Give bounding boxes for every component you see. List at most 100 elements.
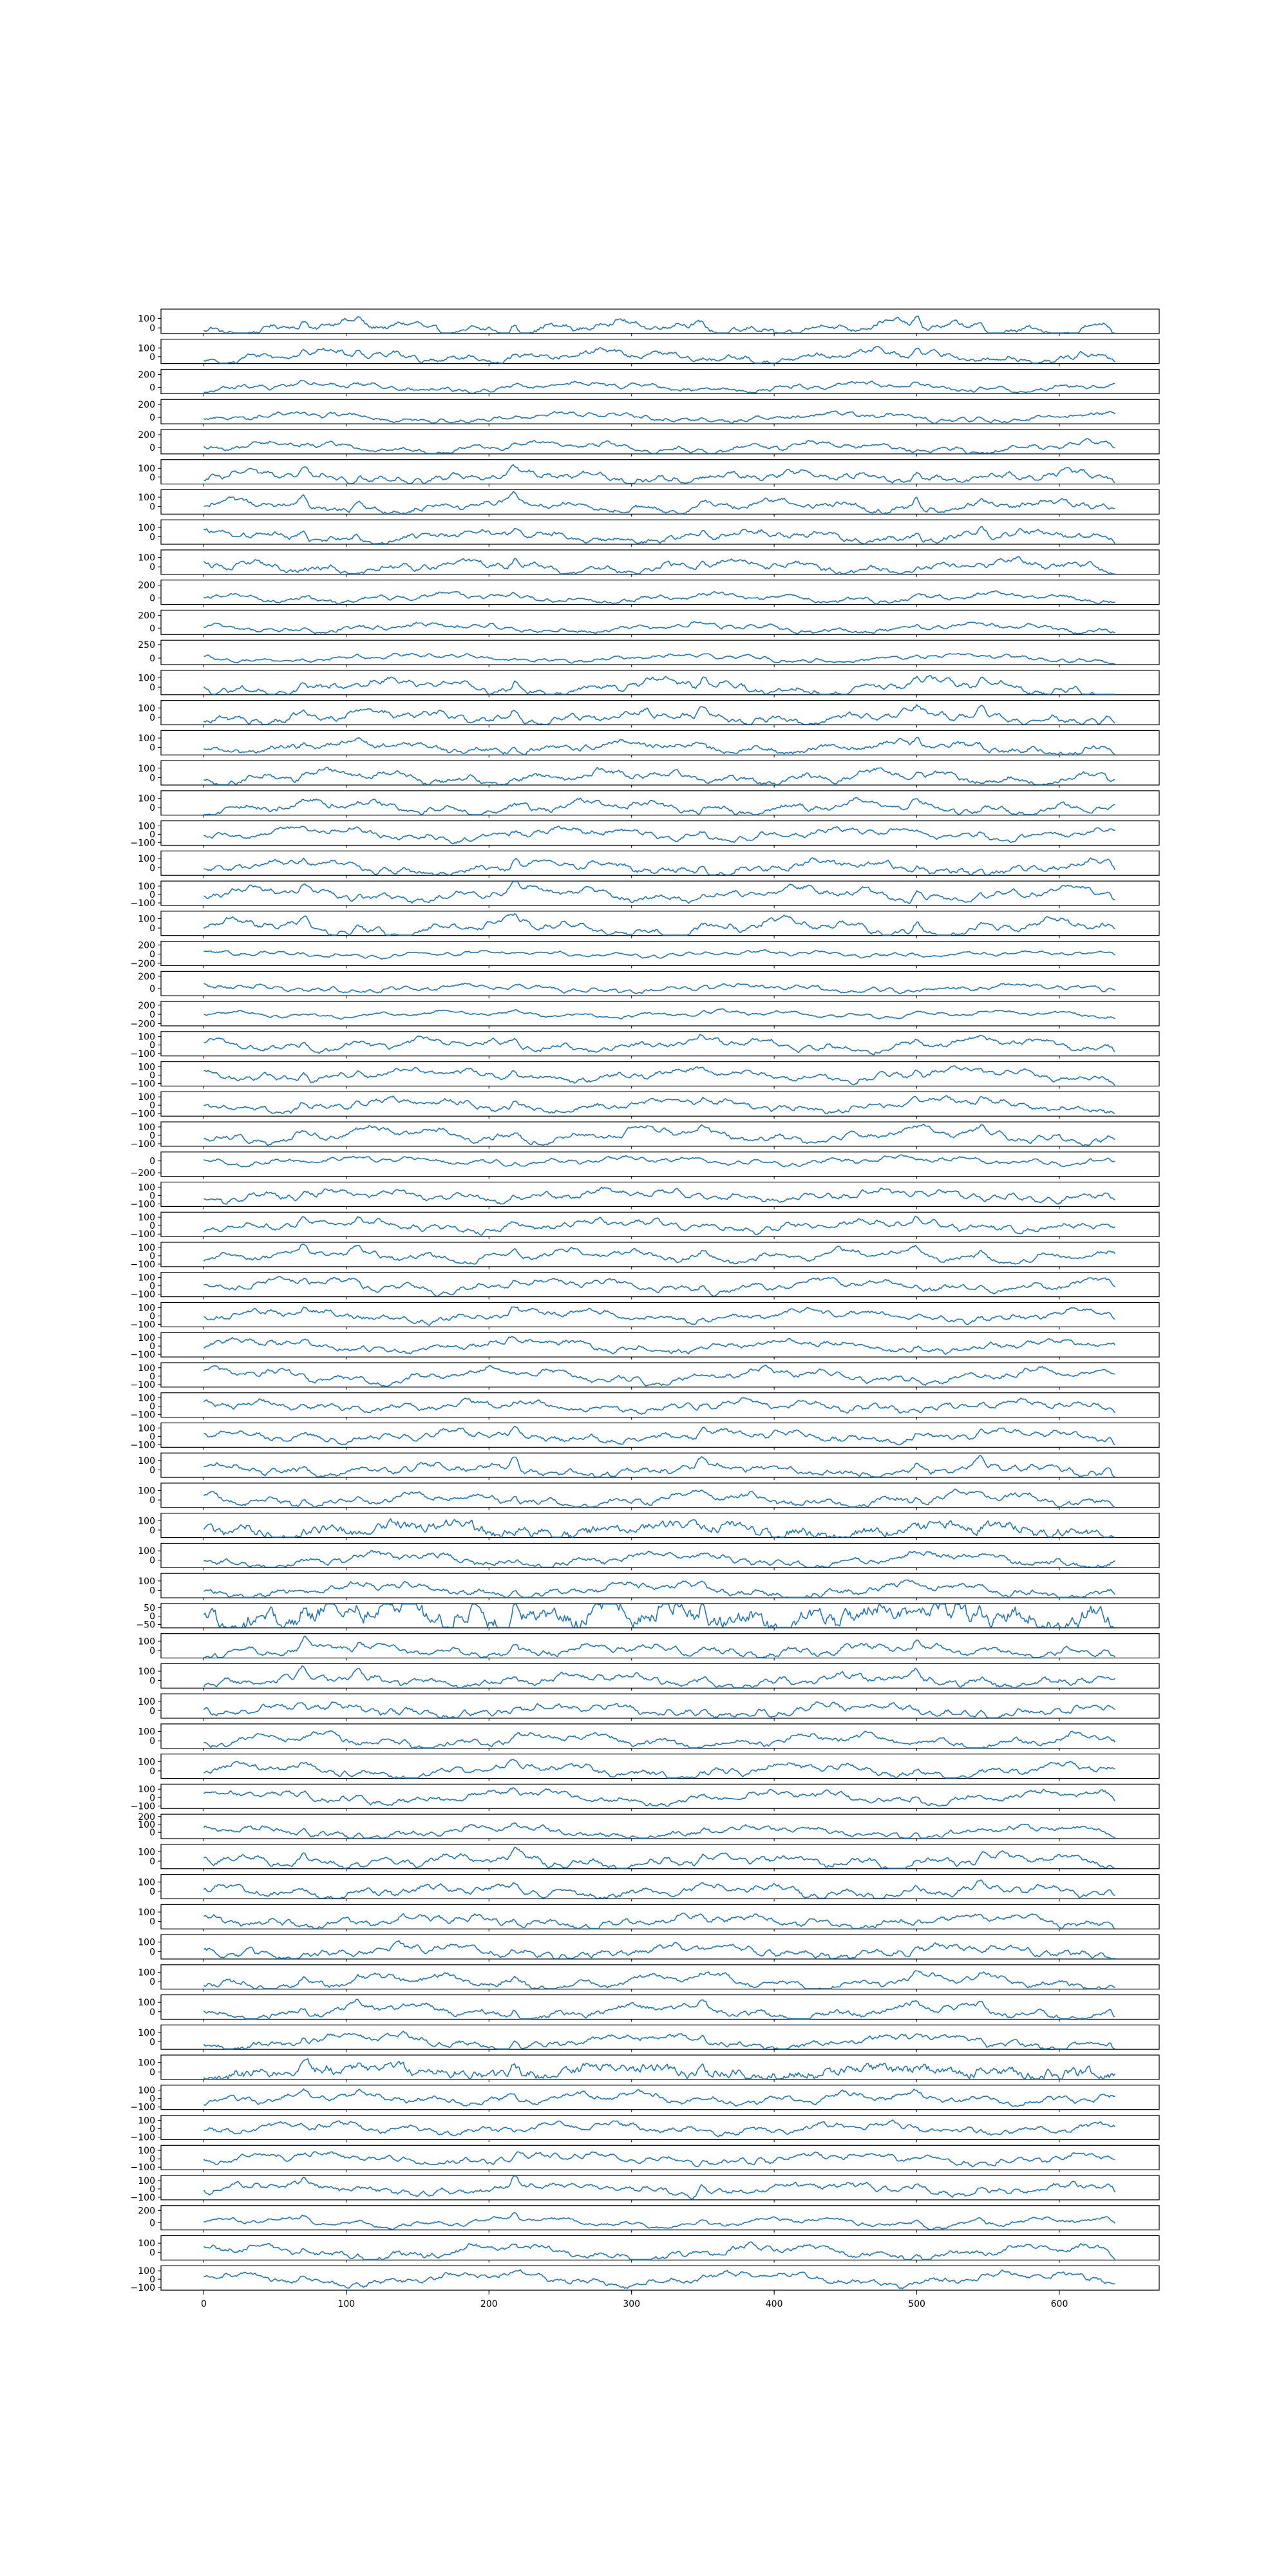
y-tick-label: 0	[149, 1947, 155, 1957]
subplot-frame	[160, 2175, 1160, 2201]
subplot-frame	[160, 1542, 1160, 1568]
y-tick-label: 0	[149, 1191, 155, 1201]
y-tick-label: 0	[149, 1041, 155, 1051]
series-line	[204, 1186, 1115, 1205]
subplot-frame	[160, 1693, 1160, 1719]
y-tick-label: 0	[149, 713, 155, 723]
y-tick-label: 0	[149, 383, 155, 393]
subplot-frame	[160, 2205, 1160, 2231]
series-line	[203, 1518, 1115, 1538]
y-tick-label: 0	[149, 1251, 155, 1262]
subplot-frame	[160, 2054, 1160, 2080]
y-tick-label: 100	[138, 2116, 155, 2126]
y-tick-label: 0	[149, 773, 155, 783]
y-tick-label: 200	[138, 581, 155, 591]
y-tick-label: 100	[138, 703, 155, 714]
y-tick-label: 100	[138, 1363, 155, 1374]
y-tick-label: 100	[138, 914, 155, 924]
y-tick-label: 200	[138, 370, 155, 380]
x-tick-label: 300	[623, 2299, 640, 2309]
series-line	[204, 2119, 1115, 2137]
y-tick-label: 0	[149, 2124, 155, 2134]
subplot-frame	[160, 519, 1160, 545]
y-tick-label: 0	[149, 1465, 155, 1475]
subplot-frame	[160, 1061, 1160, 1087]
series-line	[203, 438, 1115, 454]
y-tick-label: 100	[138, 1636, 155, 1647]
series-line	[203, 2031, 1115, 2050]
x-tick-label: 500	[908, 2299, 925, 2309]
y-tick-label: 0	[149, 1526, 155, 1536]
subplot-frame	[160, 1302, 1160, 1327]
series-line	[204, 949, 1115, 960]
y-tick-label: 0	[149, 1736, 155, 1747]
y-tick-label: 100	[138, 1062, 155, 1072]
series-line	[203, 1998, 1115, 2020]
y-tick-label: 0	[149, 2094, 155, 2105]
subplot-frame	[160, 489, 1160, 515]
subplot-frame	[160, 1513, 1160, 1539]
y-tick-label: 0	[149, 1586, 155, 1596]
y-tick-label: 100	[138, 794, 155, 804]
subplot-frame	[160, 1814, 1160, 1839]
subplot-frame	[160, 911, 1160, 936]
y-tick-label: 0	[149, 1372, 155, 1382]
subplot-frame	[160, 1452, 1160, 1478]
x-tick-label: 400	[766, 2299, 783, 2309]
subplot-frame	[160, 2114, 1160, 2141]
subplot-frame	[160, 670, 1160, 696]
y-tick-label: 100	[138, 2086, 155, 2096]
y-tick-label: −100	[131, 2193, 155, 2203]
y-tick-label: 0	[149, 984, 155, 994]
subplot-29: 0−200	[131, 1151, 1160, 1179]
y-tick-label: 0	[149, 502, 155, 513]
series-line	[203, 590, 1115, 605]
subplot-frame	[160, 459, 1160, 485]
y-tick-label: 100	[138, 1486, 155, 1497]
y-tick-label: 100	[138, 2266, 155, 2277]
y-tick-label: 0	[149, 830, 155, 840]
series-line	[204, 1065, 1116, 1086]
series-line	[203, 526, 1116, 545]
y-tick-label: 0	[149, 352, 155, 363]
series-line	[203, 1665, 1115, 1689]
y-tick-label: 100	[138, 854, 155, 864]
y-tick-label: 100	[138, 2058, 155, 2069]
series-line	[203, 1846, 1115, 1869]
series-line	[204, 1034, 1115, 1056]
y-tick-label: 100	[138, 523, 155, 533]
series-line	[203, 1912, 1115, 1929]
subplot-panels: 1000100020002000200010001000100010002000…	[131, 308, 1160, 2293]
y-tick-label: 0	[149, 1917, 155, 1927]
series-line	[204, 491, 1115, 515]
y-tick-label: 0	[149, 1887, 155, 1897]
y-tick-label: −100	[131, 2103, 155, 2113]
y-tick-label: 100	[138, 1273, 155, 1283]
y-tick-label: 0	[149, 2248, 155, 2259]
series-line	[203, 1364, 1115, 1387]
series-line	[203, 1336, 1116, 1355]
y-tick-label: 100	[138, 1032, 155, 1043]
y-tick-label: 0	[149, 1828, 155, 1838]
subplot-frame	[160, 850, 1160, 876]
series-line	[203, 2241, 1116, 2260]
y-tick-label: 0	[149, 683, 155, 693]
series-line	[203, 1822, 1115, 1839]
y-tick-label: 100	[138, 2176, 155, 2186]
y-tick-label: −100	[131, 898, 155, 909]
y-tick-label: 100	[138, 1908, 155, 1918]
subplot-frame	[160, 2024, 1160, 2050]
